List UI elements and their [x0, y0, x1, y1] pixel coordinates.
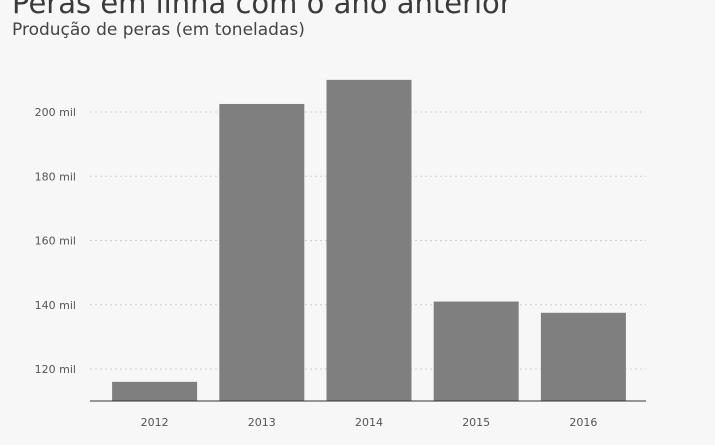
x-tick-label: 2012 — [141, 416, 169, 429]
y-tick-label: 120 mil — [35, 363, 76, 376]
x-tick-label: 2013 — [248, 416, 276, 429]
y-tick-label: 160 mil — [35, 235, 76, 248]
bar-2013 — [219, 103, 305, 401]
chart-subtitle: Produção de peras (em toneladas) — [12, 20, 305, 40]
chart-title: Peras em linha com o ano anterior — [12, 0, 512, 20]
y-tick-label: 180 mil — [35, 170, 76, 183]
y-tick-label: 140 mil — [35, 299, 76, 312]
y-tick-label: 200 mil — [35, 106, 76, 119]
x-tick-label: 2016 — [569, 416, 597, 429]
x-tick-label: 2015 — [462, 416, 490, 429]
bar-2015 — [433, 301, 519, 401]
bar-2016 — [540, 312, 626, 401]
bar-2014 — [326, 79, 412, 401]
bar-2012 — [112, 381, 198, 401]
x-tick-label: 2014 — [355, 416, 383, 429]
